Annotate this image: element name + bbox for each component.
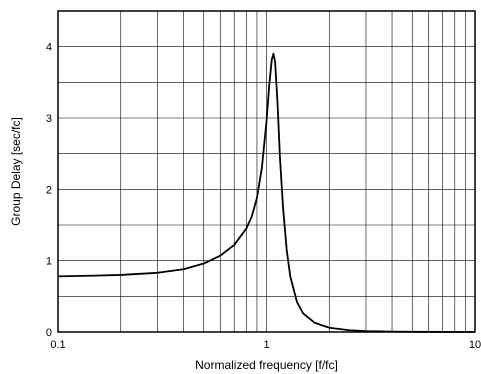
y-axis-label: Group Delay [sec/fc] [9,117,23,226]
y-tick-label: 2 [46,184,52,196]
x-axis-label: Normalized frequency [f/fc] [195,358,338,372]
x-tick-label: 10 [469,339,481,351]
series-line-0 [57,52,476,333]
y-tick-label: 0 [46,327,52,339]
plot-frame [57,10,476,333]
y-tick-label: 4 [46,42,52,54]
tick-labels: 0.1 1 10 0 1 2 3 4 [46,42,481,351]
x-tick-label: 0.1 [50,339,65,351]
grid [58,11,475,332]
y-tick-label: 3 [46,113,52,125]
x-tick-label: 1 [263,339,269,351]
curve-layer [57,52,476,333]
y-tick-label: 1 [46,256,52,268]
